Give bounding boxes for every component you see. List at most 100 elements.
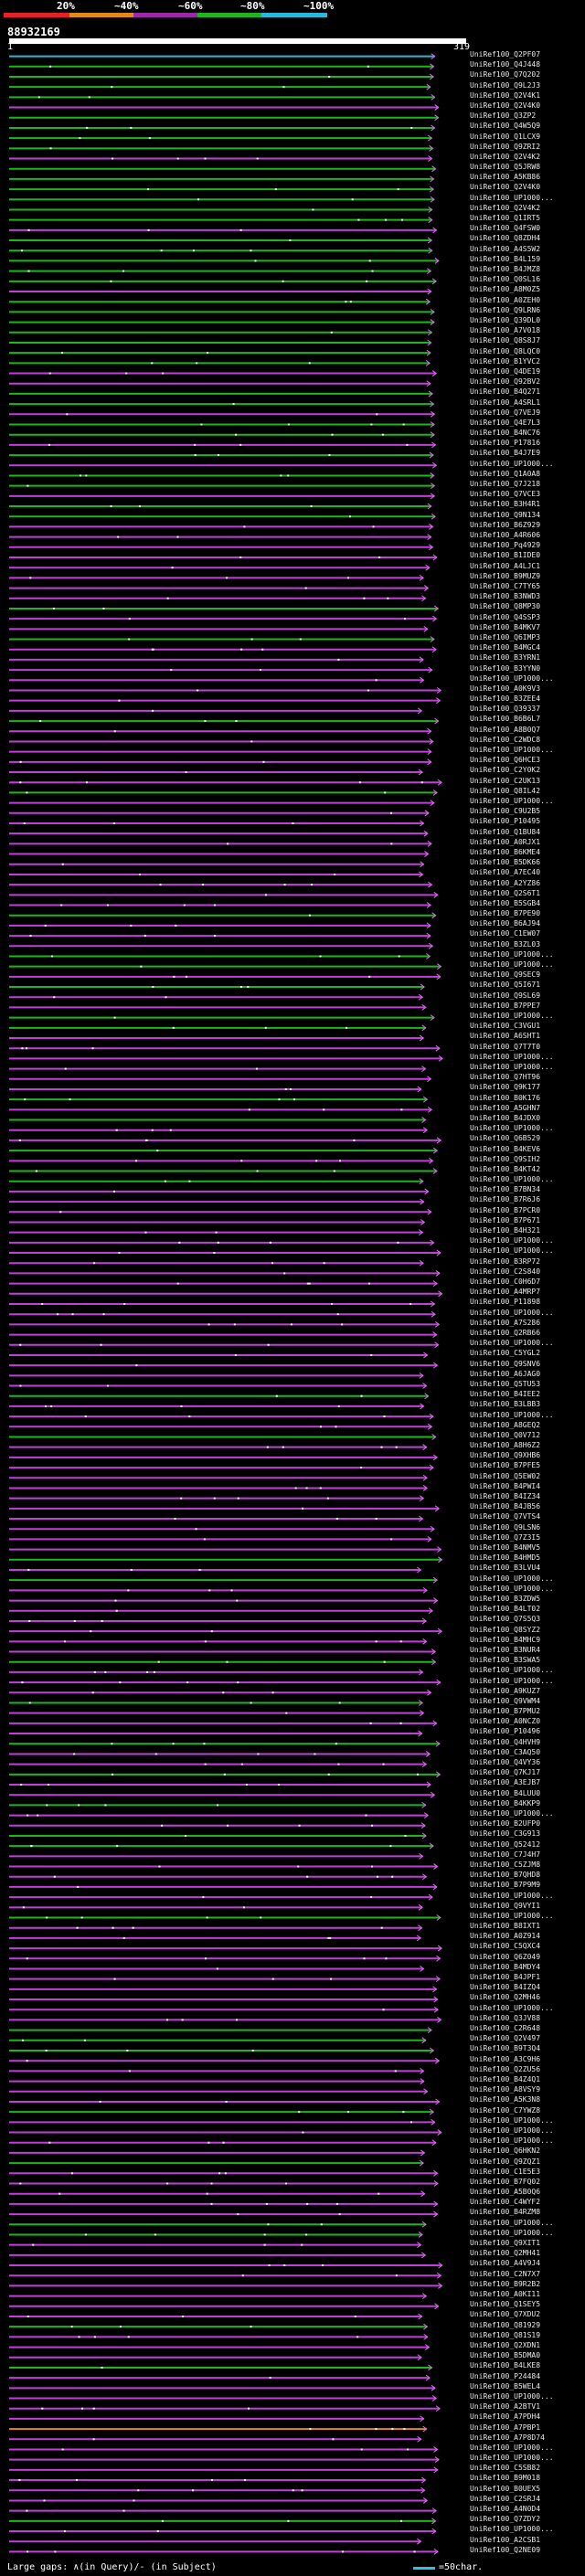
hit-name[interactable]: UniRef100_Q8LQC0 <box>470 346 541 355</box>
hit-name[interactable]: UniRef100_UP1000... <box>470 2115 554 2125</box>
hit-name[interactable]: UniRef100_Q9ZRI2 <box>470 142 541 151</box>
hit-name[interactable]: UniRef100_A0KI11 <box>470 2290 541 2298</box>
hit-name[interactable]: UniRef100_Q5EW02 <box>470 1471 541 1480</box>
hit-name[interactable]: UniRef100_B4JDX0 <box>470 1113 541 1122</box>
hit-name[interactable]: UniRef100_B6Z929 <box>470 520 541 529</box>
hit-name[interactable]: UniRef100_A4N0D4 <box>470 2505 541 2514</box>
hit-name[interactable]: UniRef100_UP1000... <box>470 2136 554 2146</box>
hit-name[interactable]: UniRef100_C7YWZ8 <box>470 2105 541 2115</box>
hit-name[interactable]: UniRef100_B4IZ34 <box>470 1492 541 1501</box>
hit-name[interactable]: UniRef100_Q8IL42 <box>470 786 541 795</box>
hit-name[interactable]: UniRef100_UP1000... <box>470 1676 554 1685</box>
hit-name[interactable]: UniRef100_B4MHC9 <box>470 1635 541 1644</box>
hit-name[interactable]: UniRef100_Q7S5Q3 <box>470 1615 541 1624</box>
hit-name[interactable]: UniRef100_B2UFP0 <box>470 1819 541 1829</box>
hit-name[interactable]: UniRef100_Q9XIT1 <box>470 2239 541 2248</box>
hit-name[interactable]: UniRef100_A6SHT1 <box>470 1032 541 1041</box>
hit-name[interactable]: UniRef100_Q4SSP3 <box>470 612 541 621</box>
hit-name[interactable]: UniRef100_UP1000... <box>470 1911 554 1920</box>
hit-name[interactable]: UniRef100_Q9LSN6 <box>470 1522 541 1532</box>
hit-name[interactable]: UniRef100_UP1000... <box>470 1666 554 1675</box>
hit-name[interactable]: UniRef100_Q0SL16 <box>470 275 541 284</box>
hit-name[interactable]: UniRef100_Q2MH46 <box>470 1993 541 2002</box>
hit-name[interactable]: UniRef100_B5DK66 <box>470 858 541 867</box>
hit-name[interactable]: UniRef100_C5QXC4 <box>470 1942 541 1951</box>
hit-name[interactable]: UniRef100_B4L159 <box>470 254 541 263</box>
hit-name[interactable]: UniRef100_B4MKV7 <box>470 622 541 631</box>
hit-name[interactable]: UniRef100_B3LBB3 <box>470 1400 541 1409</box>
hit-name[interactable]: UniRef100_Q9XHB6 <box>470 1451 541 1460</box>
hit-name[interactable]: UniRef100_Q2V4K0 <box>470 101 541 110</box>
hit-name[interactable]: UniRef100_B4LKE8 <box>470 2361 541 2370</box>
hit-name[interactable]: UniRef100_Q81S19 <box>470 2330 541 2339</box>
hit-name[interactable]: UniRef100_Q8S8J7 <box>470 336 541 345</box>
hit-name[interactable]: UniRef100_Q9VYI1 <box>470 1901 541 1910</box>
hit-name[interactable]: UniRef100_B3ZEE4 <box>470 694 541 704</box>
hit-name[interactable]: UniRef100_Q2XDN1 <box>470 2340 541 2349</box>
hit-name[interactable]: UniRef100_Q2V4K2 <box>470 152 541 161</box>
hit-name[interactable]: UniRef100_UP1000... <box>470 1246 554 1256</box>
hit-name[interactable]: UniRef100_B4JMZ8 <box>470 265 541 274</box>
hit-name[interactable]: UniRef100_Q1BU84 <box>470 827 541 836</box>
hit-name[interactable]: UniRef100_A5B0Q6 <box>470 2188 541 2197</box>
hit-name[interactable]: UniRef100_Q2V4K0 <box>470 183 541 192</box>
hit-name[interactable]: UniRef100_B4NC76 <box>470 429 541 438</box>
hit-name[interactable]: UniRef100_Q1SEY5 <box>470 2300 541 2309</box>
hit-name[interactable]: UniRef100_B6KME4 <box>470 847 541 856</box>
hit-name[interactable]: UniRef100_UP1000... <box>470 960 554 970</box>
hit-name[interactable]: UniRef100_UP1000... <box>470 2391 554 2401</box>
hit-name[interactable]: UniRef100_C7J4H7 <box>470 1850 541 1859</box>
hit-name[interactable]: UniRef100_B7PPE7 <box>470 1001 541 1010</box>
hit-name[interactable]: UniRef100_Q8MP30 <box>470 602 541 611</box>
hit-name[interactable]: UniRef100_Q7XDU2 <box>470 2310 541 2319</box>
hit-name[interactable]: UniRef100_A6JAG0 <box>470 1369 541 1378</box>
hit-name[interactable]: UniRef100_Q4J448 <box>470 60 541 69</box>
hit-name[interactable]: UniRef100_A0NCZ0 <box>470 1717 541 1726</box>
hit-name[interactable]: UniRef100_UP1000... <box>470 2218 554 2227</box>
hit-name[interactable]: UniRef100_B0UEX5 <box>470 2484 541 2493</box>
hit-name[interactable]: UniRef100_B5WEL4 <box>470 2381 541 2390</box>
hit-name[interactable]: UniRef100_UP1000... <box>470 2525 554 2534</box>
hit-name[interactable]: UniRef100_Q8ZDH4 <box>470 234 541 243</box>
hit-name[interactable]: UniRef100_B9T3Q4 <box>470 2044 541 2053</box>
hit-name[interactable]: UniRef100_Q7KJ17 <box>470 1768 541 1777</box>
hit-name[interactable]: UniRef100_C2UK13 <box>470 776 541 785</box>
hit-name[interactable]: UniRef100_Q9N134 <box>470 510 541 519</box>
hit-name[interactable]: UniRef100_A7P8D74 <box>470 2433 545 2442</box>
hit-name[interactable]: UniRef100_A8M0Z5 <box>470 285 541 294</box>
hit-name[interactable]: UniRef100_B4NMV5 <box>470 1543 541 1552</box>
hit-name[interactable]: UniRef100_B7PCR0 <box>470 1205 541 1214</box>
hit-name[interactable]: UniRef100_B3YYN0 <box>470 663 541 673</box>
hit-name[interactable]: UniRef100_A8GEQ2 <box>470 1420 541 1429</box>
hit-name[interactable]: UniRef100_UP1000... <box>470 2228 554 2237</box>
hit-name[interactable]: UniRef100_A0Z914 <box>470 1932 541 1941</box>
hit-name[interactable]: UniRef100_A7S286 <box>470 1318 541 1327</box>
hit-name[interactable]: UniRef100_B4KKP9 <box>470 1798 541 1807</box>
hit-name[interactable]: UniRef100_A4SRL1 <box>470 398 541 407</box>
hit-name[interactable]: UniRef100_A8B0Q7 <box>470 725 541 734</box>
hit-name[interactable]: UniRef100_C9U2B5 <box>470 807 541 816</box>
hit-name[interactable]: UniRef100_C5ZJM8 <box>470 1860 541 1869</box>
hit-name[interactable]: UniRef100_Q1IRT5 <box>470 214 541 223</box>
hit-name[interactable]: UniRef100_C1EW07 <box>470 929 541 938</box>
hit-name[interactable]: UniRef100_Q9K177 <box>470 1083 541 1092</box>
hit-name[interactable]: UniRef100_Q9LRN6 <box>470 305 541 314</box>
hit-name[interactable]: UniRef100_A8VSY9 <box>470 2085 541 2094</box>
hit-name[interactable]: UniRef100_Q2PF07 <box>470 50 541 58</box>
hit-name[interactable]: UniRef100_B7P9M9 <box>470 1881 541 1890</box>
hit-name[interactable]: UniRef100_Q0V712 <box>470 1430 541 1439</box>
hit-name[interactable]: UniRef100_B7BN34 <box>470 1185 541 1194</box>
hit-name[interactable]: UniRef100_Q3JV88 <box>470 2013 541 2022</box>
hit-name[interactable]: UniRef100_B4LT02 <box>470 1605 541 1614</box>
hit-name[interactable]: UniRef100_C3AQ50 <box>470 1747 541 1756</box>
hit-name[interactable]: UniRef100_A7PBP1 <box>470 2422 541 2432</box>
hit-name[interactable]: UniRef100_UP1000... <box>470 746 554 755</box>
hit-name[interactable]: UniRef100_A0K9V3 <box>470 684 541 693</box>
hit-name[interactable]: UniRef100_C2R648 <box>470 2024 541 2033</box>
hit-name[interactable]: UniRef100_Q7VCE3 <box>470 490 541 499</box>
hit-name[interactable]: UniRef100_C7TY65 <box>470 581 541 590</box>
hit-name[interactable]: UniRef100_Q7VEJ9 <box>470 408 541 417</box>
hit-name[interactable]: UniRef100_B4JB56 <box>470 1502 541 1511</box>
hit-name[interactable]: UniRef100_A7EC40 <box>470 868 541 877</box>
hit-name[interactable]: UniRef100_B3ZDW5 <box>470 1594 541 1603</box>
